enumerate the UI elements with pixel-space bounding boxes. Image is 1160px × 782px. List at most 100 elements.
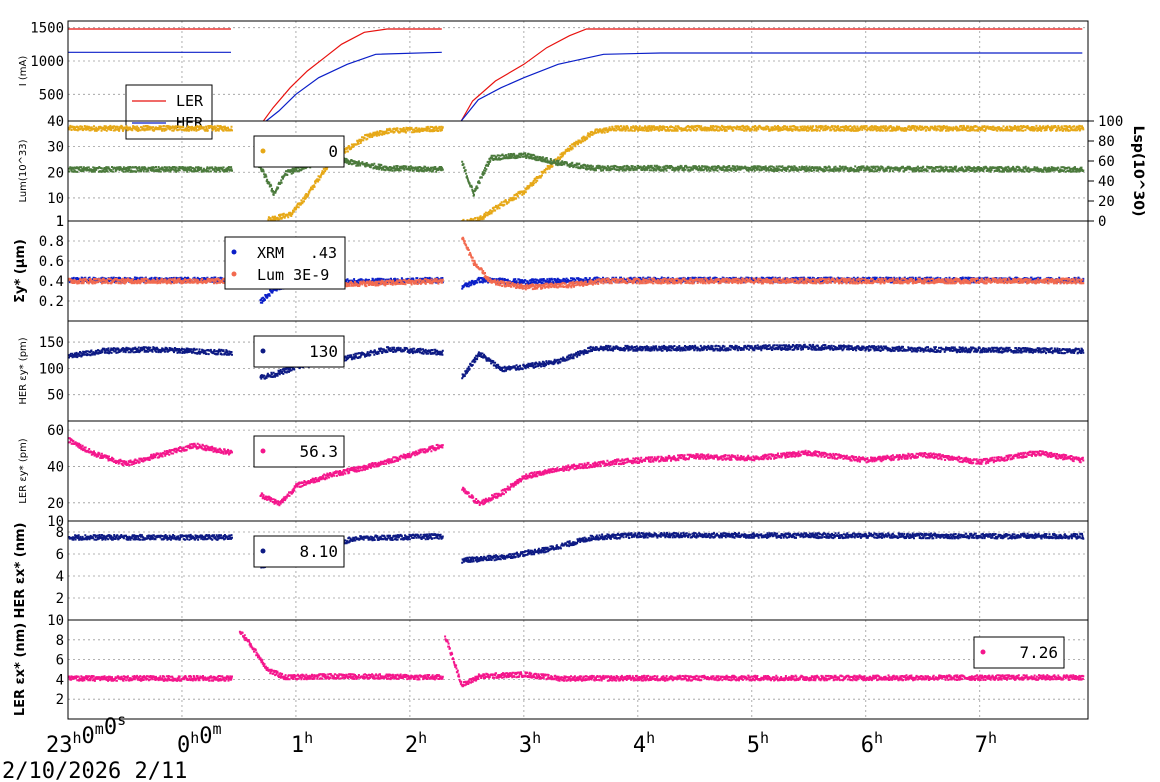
y-tick-label: 2	[56, 692, 64, 708]
y-tick-label: 40	[47, 114, 64, 130]
y-tick-label: 30	[47, 140, 64, 156]
y-tick-label: 10	[47, 514, 64, 530]
right-tick-label: 100	[1098, 114, 1123, 130]
series-points	[68, 346, 233, 359]
readout-box	[973, 636, 1065, 669]
right-tick-label: 0	[1098, 214, 1106, 230]
y-tick-label: 10	[47, 613, 64, 629]
series-points	[461, 124, 1085, 221]
y-tick-label: 6	[56, 547, 64, 563]
series-points	[444, 635, 1085, 688]
right-tick-label: 20	[1098, 194, 1115, 210]
series-points	[68, 277, 233, 285]
series-group	[68, 124, 1085, 221]
y-axis-label: HER εy* (pm)	[18, 337, 29, 404]
y-axis-label: Lum(10^33)	[18, 139, 29, 202]
series-points	[267, 125, 444, 221]
x-tick-label: 5h	[747, 729, 769, 758]
series-group	[68, 531, 1085, 569]
series-group	[68, 630, 1085, 688]
readout-marker	[260, 148, 266, 154]
series-points	[68, 124, 233, 132]
readout-value: 56.3	[299, 442, 338, 461]
panel-her_eps_x: 2 4 6 8 HER εx* (nm) 8.10	[13, 520, 1089, 621]
y-tick-label: 60	[47, 423, 64, 439]
readout-marker	[260, 548, 266, 554]
x-tick-label: 6h	[861, 729, 883, 758]
y-tick-label: 150	[39, 335, 64, 351]
series-group	[68, 437, 1085, 507]
readout-box	[253, 135, 345, 168]
x-tick-label: 23h0m0s	[46, 711, 126, 758]
x-axis: 23h0m0s 0h0m 1h 2h 3h 4h 5h 6h 7h 2/10/2026 2/11	[2, 711, 997, 782]
panel-her_eps_y: 50 100 150 HER εy* (pm) 130	[18, 320, 1089, 422]
x-tick-label: 1h	[291, 729, 313, 758]
y-tick-label: 0.4	[39, 274, 64, 290]
series-points	[461, 531, 1085, 564]
readout-box	[253, 435, 345, 468]
series-points	[259, 533, 444, 569]
readout-marker	[260, 448, 266, 454]
y-tick-label: 10	[47, 191, 64, 207]
panel-luminosity: 1 10 20 30 40 0 20 40 60 80 100 Lsp(10^30) Lum(10^33…	[18, 114, 1146, 230]
panel-sigma_y: 0.2 0.4 0.6 0.8 1 Σy* (μm) XRM .43 Lum 3E-9	[13, 214, 1089, 322]
y-tick-label: 4	[56, 569, 64, 585]
series-group	[68, 28, 1083, 121]
series-line-ler	[460, 28, 1083, 121]
legend-marker	[231, 271, 237, 277]
series-points	[461, 343, 1085, 380]
y-tick-label: 20	[47, 496, 64, 512]
panel-frame	[67, 220, 1089, 322]
date-label: 2/10/2026 2/11	[2, 759, 187, 782]
legend-label: Lum 3E-9	[257, 266, 329, 284]
readout-value: 130	[309, 342, 338, 361]
panel-ler_eps_x: 2 4 6 8 10 LER εx* (nm) 7.26	[13, 613, 1089, 720]
y-tick-label: 1	[56, 214, 64, 230]
series-points	[68, 533, 233, 541]
y-tick-label: 1500	[30, 21, 64, 37]
y-tick-label: 40	[47, 459, 64, 475]
y-tick-label: 1	[56, 214, 64, 230]
series-line-her	[265, 51, 442, 121]
y-axis-label: LER εy* (pm)	[18, 438, 29, 504]
right-tick-label: 40	[1098, 174, 1115, 190]
right-axis-label: Lsp(10^30)	[1130, 126, 1146, 217]
y-tick-label: 4	[56, 672, 64, 688]
series-points	[68, 674, 233, 682]
series-group	[68, 343, 1085, 380]
legend-marker	[231, 249, 237, 255]
x-tick-label: 4h	[633, 729, 655, 758]
series-group	[68, 236, 1085, 304]
x-tick-label: 0h0m	[177, 720, 222, 758]
readout-value: 0	[328, 142, 338, 161]
y-tick-label: 0.8	[39, 234, 64, 250]
series-points	[238, 630, 444, 681]
series-points	[259, 346, 444, 380]
readout-marker	[260, 348, 266, 354]
series-points	[68, 437, 233, 467]
x-tick-label: 3h	[519, 729, 541, 758]
y-tick-label: 6	[56, 653, 64, 669]
y-tick-label: 2	[56, 591, 64, 607]
y-tick-label: 50	[47, 388, 64, 404]
right-tick-label: 60	[1098, 154, 1115, 170]
legend-label: XRM	[257, 244, 284, 262]
legend-box	[224, 236, 346, 290]
y-axis-label: HER εx* (nm)	[13, 523, 28, 619]
series-points	[68, 166, 233, 173]
y-axis-label: I (mA)	[18, 56, 29, 87]
series-points	[461, 152, 1085, 197]
y-tick-label: 8	[56, 525, 64, 541]
series-line-her	[460, 52, 1083, 121]
series-points	[461, 236, 1085, 291]
readout-value: 8.10	[299, 542, 338, 561]
panel-frame	[67, 420, 1089, 522]
panel-frame	[67, 320, 1089, 422]
series-points	[259, 443, 444, 507]
right-tick-label: 80	[1098, 134, 1115, 150]
panel-ler_eps_y: 10 20 40 60 LER εy* (pm) 56.3	[18, 420, 1089, 530]
y-tick-label: 0.6	[39, 254, 64, 270]
panel-frame	[67, 619, 1089, 720]
x-tick-label: 7h	[975, 729, 997, 758]
readout-value: 7.26	[1019, 643, 1058, 662]
